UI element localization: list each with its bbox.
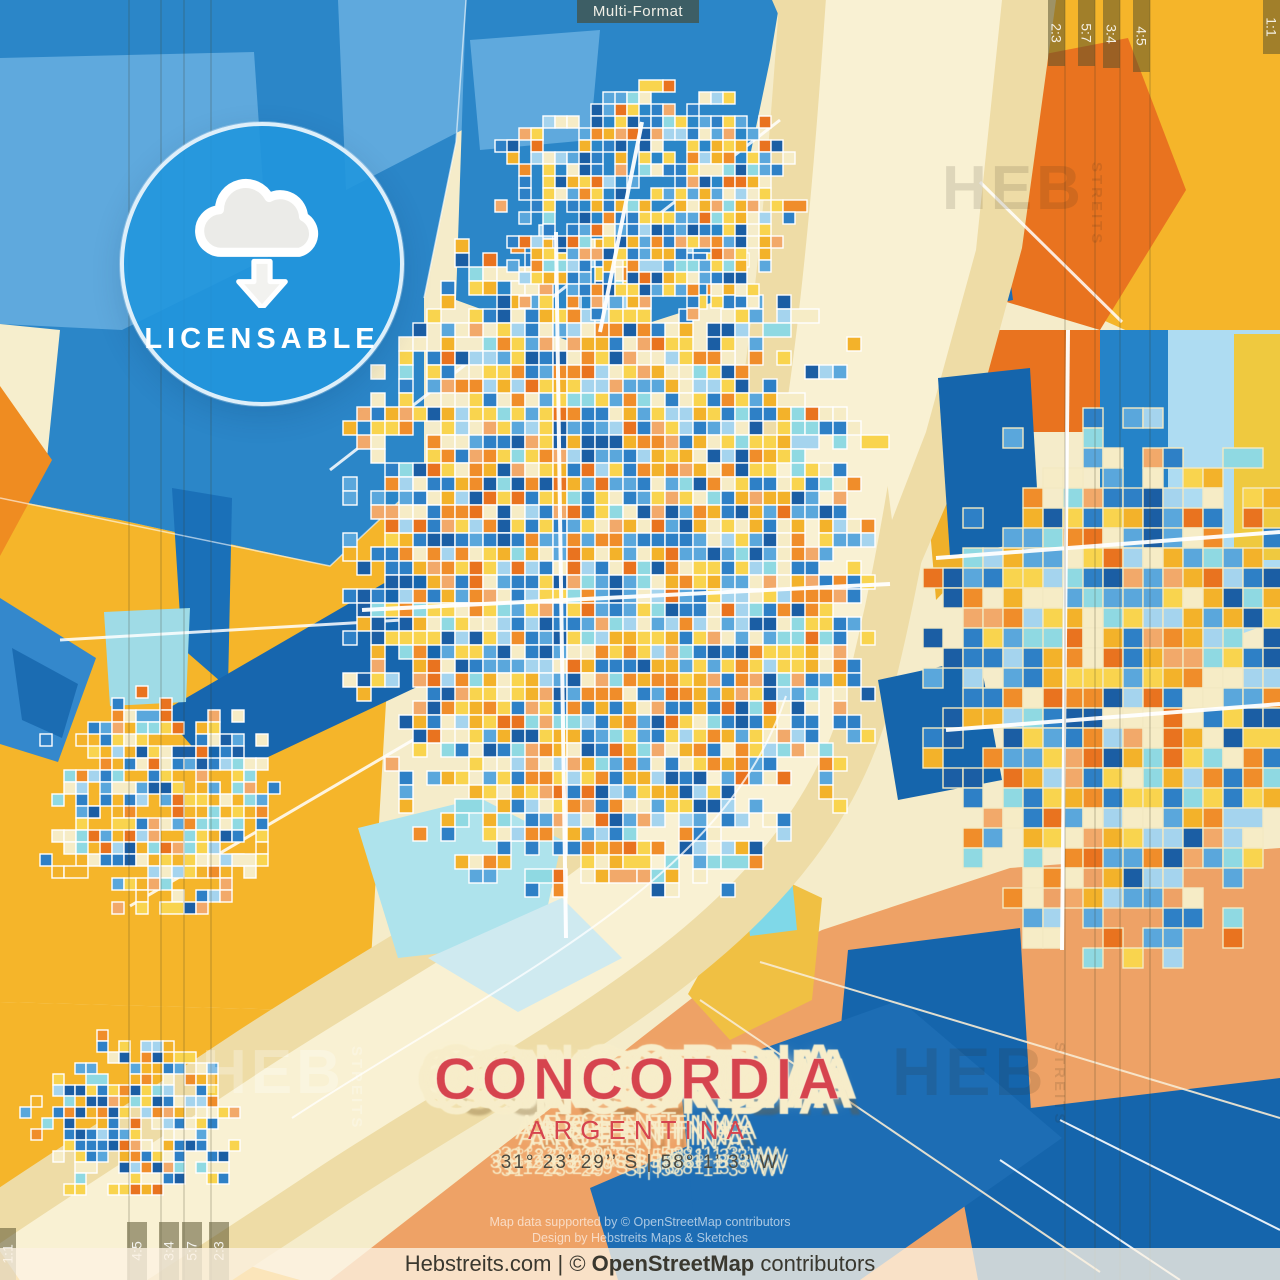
ratio-label: 5:7 <box>1078 23 1095 43</box>
credits-line2: Design by Hebstreits Maps & Sketches <box>531 1231 749 1245</box>
crop-lines <box>128 0 1151 1280</box>
city-block-cluster <box>39 685 281 915</box>
city-title: CONCORDIA <box>434 1047 846 1113</box>
credits: Map data supported by © OpenStreetMap co… <box>0 1214 1280 1246</box>
roads-major <box>291 121 1280 1119</box>
licensable-label: LICENSABLE <box>144 323 380 355</box>
ratio-label: 4:5 <box>1133 26 1150 46</box>
country-subtitle: ARGENTINA <box>528 1115 752 1145</box>
ratio-band-right-45: 4:5 <box>1133 0 1150 72</box>
ratio-band-right-34: 3:4 <box>1103 0 1120 68</box>
format-tag: Multi-Format <box>577 0 699 23</box>
city-blocks <box>19 79 1280 1196</box>
title-block: CONCORDIA ARGENTINA 31° 23’ 29’’ S | 58°… <box>0 1046 1280 1174</box>
ratio-label: 3:4 <box>1103 24 1120 44</box>
ratio-band-right-23: 2:3 <box>1048 0 1065 66</box>
format-tag-label: Multi-Format <box>592 3 684 20</box>
ratio-band-right-11: 1:1 <box>1263 0 1280 54</box>
footer-suffix: contributors <box>754 1251 876 1276</box>
city-block-cluster <box>922 407 1280 969</box>
ratio-band-right-57: 5:7 <box>1078 0 1095 66</box>
footer-osm: OpenStreetMap <box>591 1251 755 1276</box>
footer-attribution: Hebstreits.com | © OpenStreetMap contrib… <box>0 1248 1280 1280</box>
ratio-label: 2:3 <box>1048 23 1065 43</box>
city-block-cluster <box>19 1029 241 1196</box>
cloud-download-icon <box>124 156 400 313</box>
city-block-cluster <box>342 224 890 898</box>
footer-prefix: Hebstreits.com | © <box>404 1251 592 1276</box>
ratio-label: 1:1 <box>1263 17 1280 37</box>
city-block-cluster <box>494 79 808 321</box>
coordinates-text: 31° 23’ 29’’ S | 58° 1’ 3’’ W <box>500 1152 780 1173</box>
credits-line1: Map data supported by © OpenStreetMap co… <box>489 1215 791 1229</box>
licensable-badge[interactable]: LICENSABLE <box>120 122 404 406</box>
